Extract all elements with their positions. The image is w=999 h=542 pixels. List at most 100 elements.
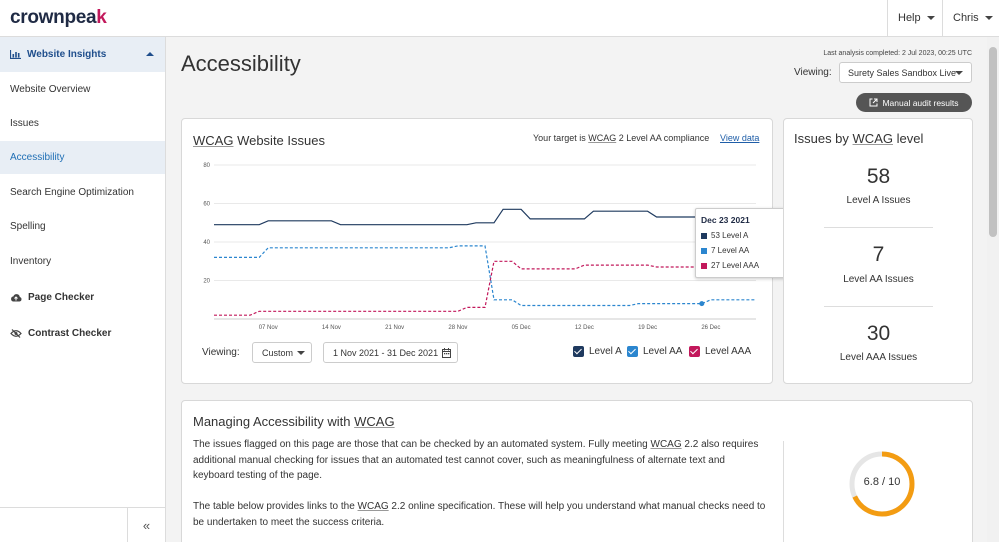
title-prefix: Managing Accessibility with [193, 414, 355, 429]
tooltip-row-text: 27 Level AAA [711, 261, 760, 270]
sidebar-item-accessibility[interactable]: Accessibility [0, 141, 165, 174]
sidebar-section-website-insights[interactable]: Website Insights [0, 37, 165, 72]
target-rest: 2 Level AA compliance [616, 133, 710, 143]
legend-label: Level AA [643, 346, 683, 357]
score-gauge [849, 451, 915, 517]
page-title: Accessibility [181, 51, 301, 76]
x-tick-label: 05 Dec [512, 325, 531, 331]
wcag-abbr: WCAG [357, 501, 389, 512]
legend-swatch [701, 247, 707, 254]
sidebar-item-page-checker[interactable]: Page Checker [0, 281, 165, 314]
scrollbar-thumb[interactable] [989, 47, 997, 237]
range-select-value: Custom [262, 347, 294, 358]
wcag-abbr: WCAG [588, 133, 617, 143]
site-select-value: Surety Sales Sandbox Live [848, 67, 957, 78]
tooltip-row-level-aaa: 27 Level AAA [701, 261, 759, 270]
legend-label: Level A [589, 346, 622, 357]
level-aaa-count: 30 [866, 322, 891, 345]
sidebar-section-label: Website Insights [27, 49, 107, 60]
manual-audit-results-button[interactable]: Manual audit results [856, 93, 972, 112]
chart-viewing-label: Viewing: [202, 347, 240, 358]
text: 2.2 online specification. These will hel… [193, 501, 766, 528]
sidebar-item-seo[interactable]: Search Engine Optimization [0, 176, 165, 209]
view-data-link[interactable]: View data [720, 133, 760, 143]
sidebar-item-label: Website Overview [10, 84, 91, 95]
logo-text: crownpea [10, 7, 97, 28]
crownpeak-logo[interactable]: crownpeak [10, 7, 107, 29]
range-select[interactable]: Custom [252, 342, 312, 363]
chevron-down-icon [955, 71, 963, 75]
wcag-abbr: WCAG [650, 439, 682, 450]
external-link-icon [869, 98, 878, 107]
sidebar-item-website-overview[interactable]: Website Overview [0, 73, 165, 106]
x-tick-label: 21 Nov [385, 325, 404, 331]
sidebar-footer: « [0, 507, 165, 542]
level-aaa-label: Level AAA Issues [839, 352, 918, 363]
wcag-issues-line-chart: 80 60 40 20 07 Nov 14 Nov 21 Nov 28 Nov 05 Dec 12… [203, 163, 756, 331]
x-tick-label: 19 Dec [638, 325, 657, 331]
chart-tooltip: Dec 23 2021 53 Level A 7 Level AA 27 Lev… [695, 208, 798, 278]
level-a-label: Level A Issues [846, 195, 911, 206]
site-select[interactable]: Surety Sales Sandbox Live [839, 62, 972, 83]
sidebar-item-label: Contrast Checker [28, 328, 112, 339]
divider [824, 227, 933, 228]
series-line-level-aaa [214, 260, 756, 316]
user-menu-button[interactable]: Chris [942, 0, 999, 36]
chevron-down-icon [297, 350, 306, 355]
calendar-icon [442, 348, 451, 358]
sidebar-item-label: Spelling [10, 221, 46, 232]
wcag-website-issues-card: WCAG Website Issues Your target is WCAG … [181, 118, 798, 384]
logo-text-k: k [96, 7, 107, 28]
wcag-abbr: WCAG [193, 133, 234, 148]
chevron-down-icon [984, 16, 993, 20]
y-tick-label: 20 [203, 279, 210, 285]
viewing-label: Viewing: [794, 67, 832, 78]
sidebar-item-issues[interactable]: Issues [0, 107, 165, 140]
last-analysis-text: Last analysis completed: 2 Jul 2023, 00:… [823, 50, 972, 57]
legend-toggle-level-aa[interactable]: Level AA [627, 346, 682, 357]
date-range-picker[interactable]: 1 Nov 2021 - 31 Dec 2021 [323, 342, 458, 363]
eye-slash-icon [10, 329, 22, 338]
tooltip-row-text: 53 Level A [711, 231, 749, 240]
x-tick-label: 07 Nov [259, 325, 278, 331]
legend-label: Level AAA [705, 346, 752, 357]
legend-swatch [701, 262, 707, 269]
tooltip-row-level-a: 53 Level A [701, 231, 748, 240]
user-label: Chris [953, 12, 979, 24]
level-aa-count: 7 [872, 243, 885, 266]
highlight-point [699, 301, 705, 307]
score-text: 6.8 / 10 [863, 476, 901, 488]
collapse-sidebar-button[interactable]: « [127, 508, 165, 542]
x-tick-label: 12 Dec [575, 325, 594, 331]
target-text: Your target is WCAG 2 Level AA complianc… [533, 133, 709, 143]
text: The issues flagged on this page are thos… [193, 439, 651, 450]
y-tick-label: 60 [203, 202, 210, 208]
checkbox-checked-icon [689, 346, 700, 357]
chevron-up-icon [146, 52, 154, 56]
page-scrollbar[interactable] [987, 37, 999, 542]
sidebar-item-label: Search Engine Optimization [10, 187, 134, 198]
x-tick-label: 14 Nov [322, 325, 341, 331]
sidebar: Website Insights Website Overview Issues… [0, 37, 166, 542]
chevron-down-icon [926, 16, 935, 20]
x-tick-label: 26 Dec [701, 325, 720, 331]
top-bar: crownpeak Help Chris [0, 0, 999, 37]
wcag-abbr: WCAG [852, 131, 893, 146]
sidebar-item-spelling[interactable]: Spelling [0, 210, 165, 243]
sidebar-item-label: Accessibility [10, 152, 65, 163]
sidebar-item-contrast-checker[interactable]: Contrast Checker [0, 317, 165, 350]
legend-swatch [701, 232, 707, 239]
sidebar-item-inventory[interactable]: Inventory [0, 245, 165, 278]
series-line-level-aa [214, 245, 756, 307]
tooltip-row-level-aa: 7 Level AA [701, 246, 749, 255]
x-tick-label: 28 Nov [448, 325, 467, 331]
checkbox-checked-icon [627, 346, 638, 357]
checkbox-checked-icon [573, 346, 584, 357]
bar-chart-icon [10, 50, 21, 59]
tooltip-row-text: 7 Level AA [711, 246, 750, 255]
legend-toggle-level-aaa[interactable]: Level AAA [689, 346, 751, 357]
level-aa-label: Level AA Issues [843, 274, 914, 285]
y-tick-label: 80 [203, 163, 210, 169]
help-menu-button[interactable]: Help [887, 0, 942, 36]
legend-toggle-level-a[interactable]: Level A [573, 346, 622, 357]
